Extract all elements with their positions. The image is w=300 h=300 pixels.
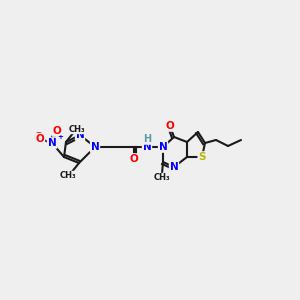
Text: CH₃: CH₃ xyxy=(60,172,76,181)
Text: S: S xyxy=(198,152,206,162)
Text: O: O xyxy=(52,126,62,136)
Text: N: N xyxy=(48,138,56,148)
Text: CH₃: CH₃ xyxy=(154,173,170,182)
Text: O: O xyxy=(166,121,174,131)
Text: O: O xyxy=(130,154,138,164)
Text: N: N xyxy=(159,142,167,152)
Text: O: O xyxy=(36,134,44,144)
Text: N: N xyxy=(76,130,84,140)
Text: N: N xyxy=(169,162,178,172)
Text: H: H xyxy=(143,134,151,144)
Text: +: + xyxy=(57,134,63,140)
Text: −: − xyxy=(35,130,41,136)
Text: CH₃: CH₃ xyxy=(69,124,85,134)
Text: N: N xyxy=(91,142,99,152)
Text: N: N xyxy=(142,142,152,152)
